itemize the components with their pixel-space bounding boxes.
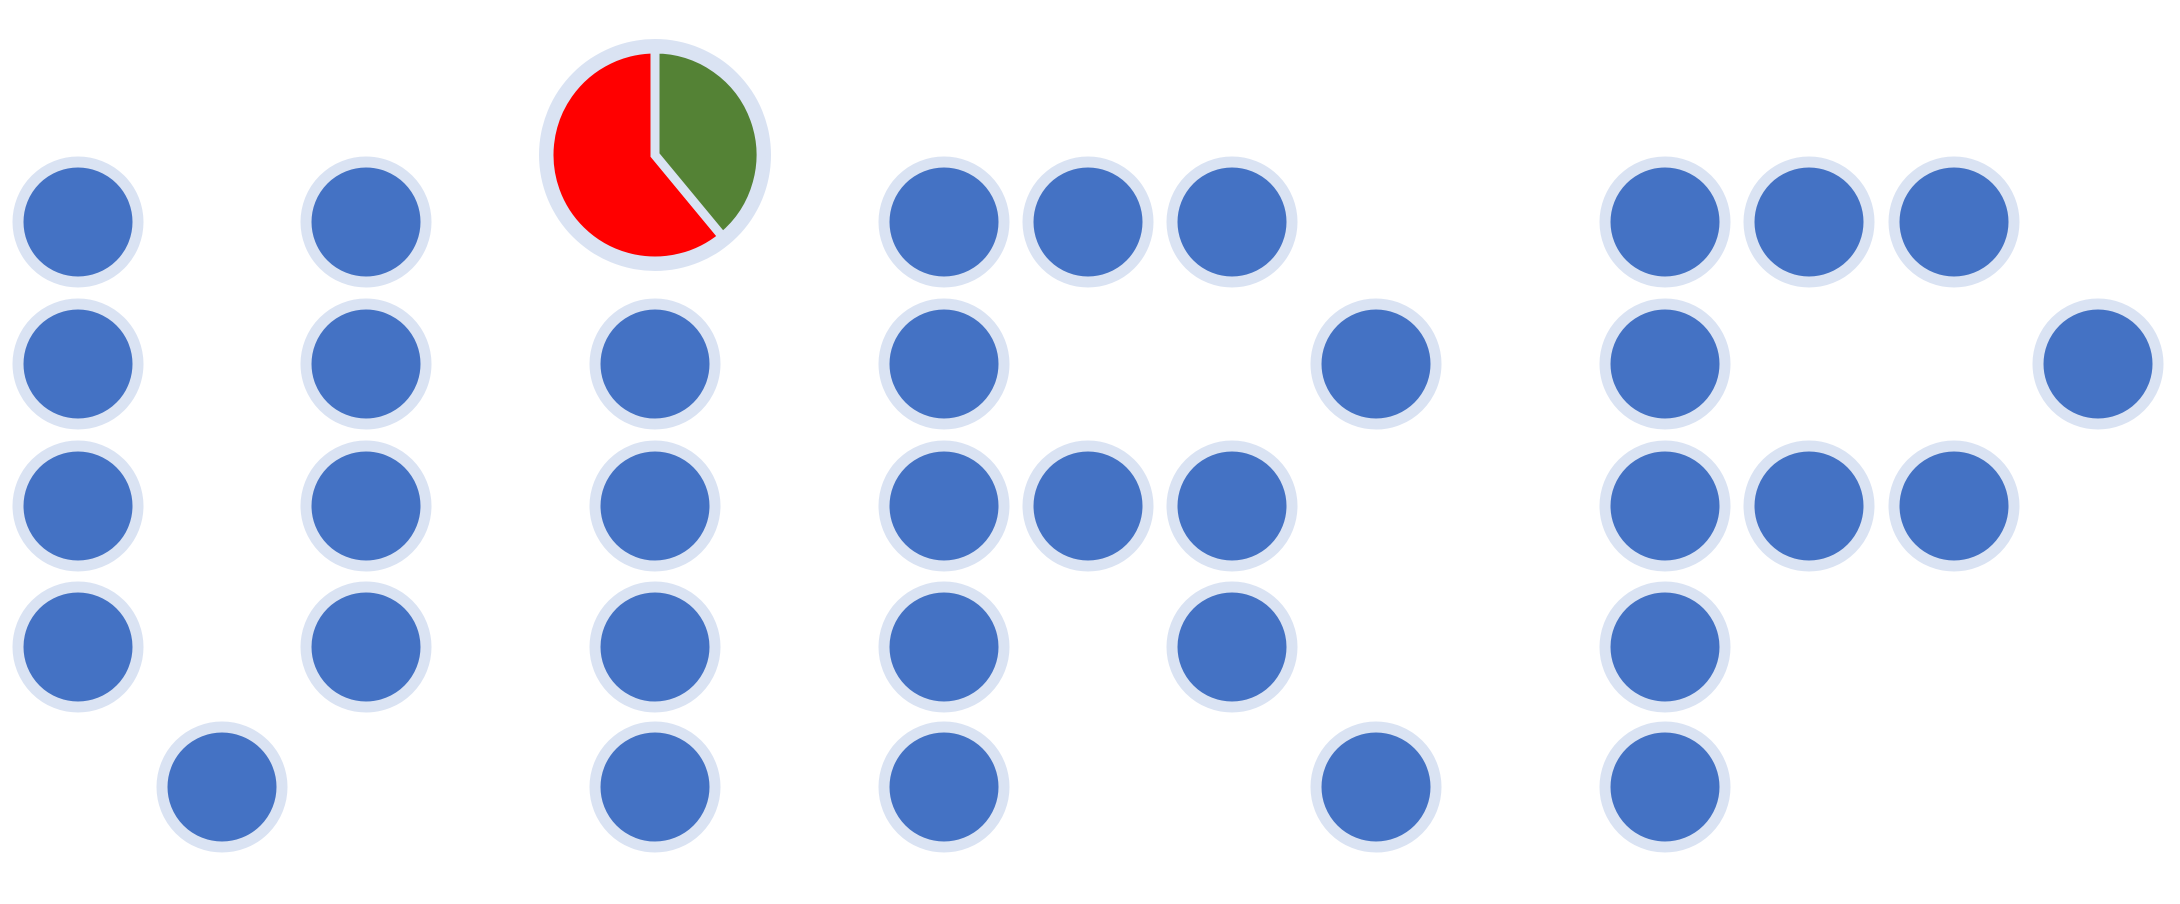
dot-i-1 [589, 298, 721, 430]
dot-e-5 [878, 440, 1010, 572]
pie-progress-slice [650, 44, 766, 244]
dot-u-8 [300, 440, 432, 572]
letter-p [1599, 156, 2164, 853]
dot-p-10 [1599, 721, 1731, 853]
dot-u-7 [300, 298, 432, 430]
dot-i-3 [589, 581, 721, 713]
dot-p-7 [1743, 440, 1875, 572]
dot-e-8 [878, 581, 1010, 713]
dot-u-6 [300, 156, 432, 288]
dot-u-1 [12, 156, 144, 288]
letter-i [539, 39, 771, 853]
dot-e-6 [1022, 440, 1154, 572]
dot-u-9 [300, 581, 432, 713]
dot-u-5 [156, 721, 288, 853]
pie-remaining-slice [544, 44, 729, 266]
dot-p-1 [1599, 156, 1731, 288]
dot-e-1 [878, 156, 1010, 288]
dot-p-2 [1743, 156, 1875, 288]
dot-p-3 [1888, 156, 2020, 288]
dot-p-8 [1888, 440, 2020, 572]
dot-u-2 [12, 298, 144, 430]
dot-u-4 [12, 581, 144, 713]
dot-i-2 [589, 440, 721, 572]
dot-r-1 [1310, 298, 1442, 430]
dot-p-5 [2032, 298, 2164, 430]
dot-i-4 [589, 721, 721, 853]
letter-u [12, 156, 432, 853]
dot-e-2 [1022, 156, 1154, 288]
dot-e-7 [1166, 440, 1298, 572]
dot-p-4 [1599, 298, 1731, 430]
dot-p-6 [1599, 440, 1731, 572]
dot-u-3 [12, 440, 144, 572]
dot-e-9 [878, 721, 1010, 853]
dot-e-4 [878, 298, 1010, 430]
letter-e [878, 156, 1298, 853]
dot-r-2 [1166, 581, 1298, 713]
dot-e-3 [1166, 156, 1298, 288]
letter-r [1166, 298, 1442, 853]
dot-r-3 [1310, 721, 1442, 853]
progress-pie [539, 39, 771, 271]
dot-p-9 [1599, 581, 1731, 713]
